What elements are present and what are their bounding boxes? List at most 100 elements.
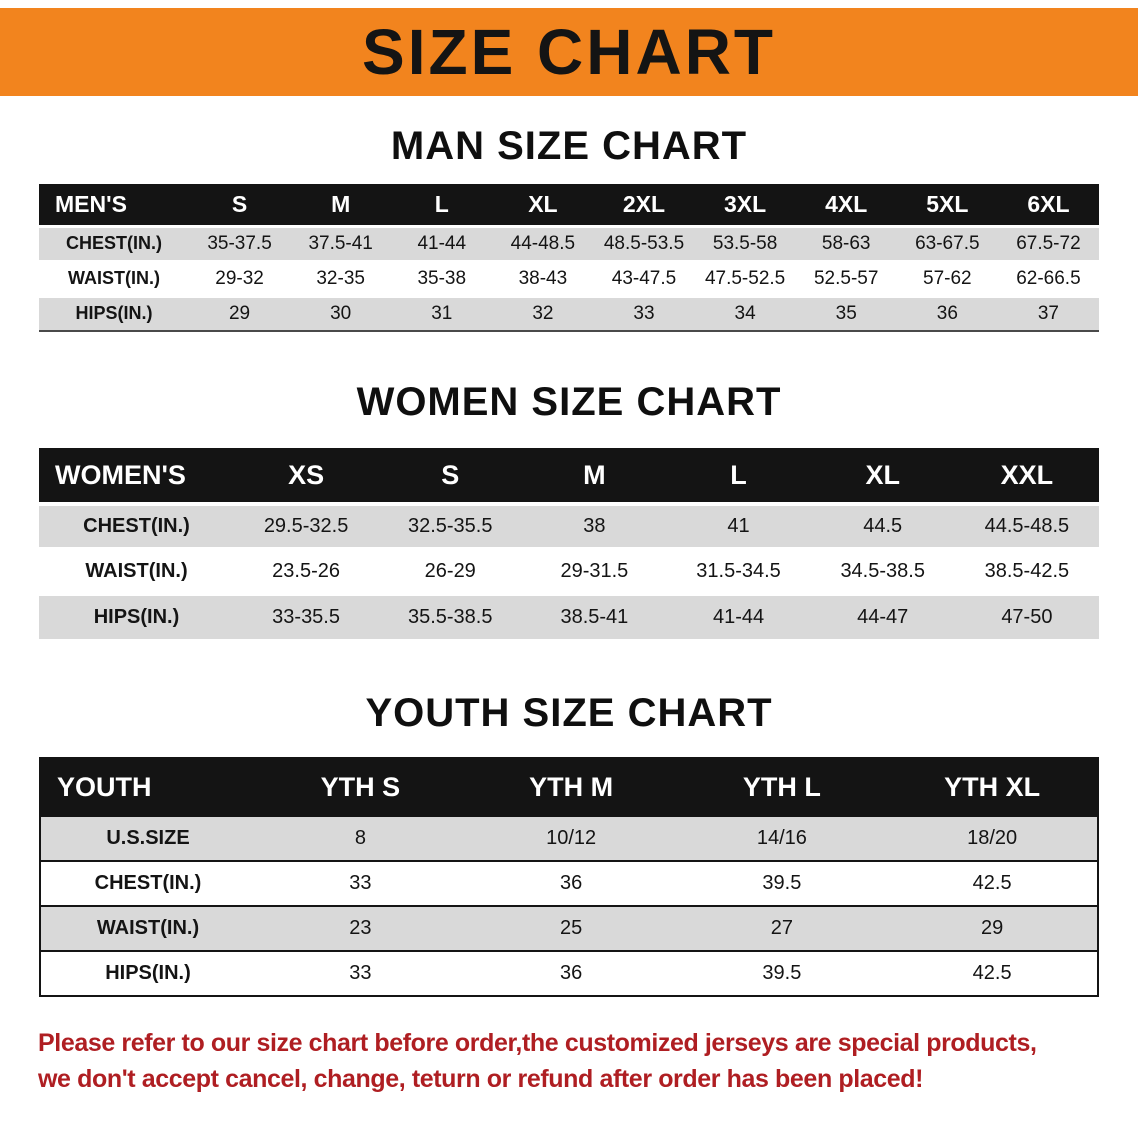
value-cell: 43-47.5 — [611, 267, 677, 289]
row-label: WAIST(IN.) — [96, 917, 200, 939]
banner: SIZE CHART — [0, 8, 1138, 96]
value-cell: 38.5-42.5 — [984, 560, 1070, 582]
size-header-cell: S — [378, 448, 523, 504]
value-cell: 48.5-53.5 — [603, 232, 685, 254]
value-cell: 29.5-32.5 — [263, 515, 349, 537]
value-cell: 26-29 — [424, 560, 476, 582]
value-cell: 33-35.5 — [272, 606, 340, 628]
size-header-cell: L — [666, 448, 811, 504]
value-cell: 41 — [727, 515, 750, 537]
table-title-cell: MEN'S — [39, 184, 189, 226]
value-cell: 47.5-52.5 — [704, 267, 786, 289]
size-header-cell: YTH L — [676, 758, 888, 816]
value-cell: 33 — [633, 302, 655, 324]
value-cell: 35.5-38.5 — [407, 606, 493, 628]
size-header-cell: L — [391, 184, 493, 226]
value-cell: 35 — [835, 302, 857, 324]
value-cell: 37.5-41 — [308, 232, 373, 254]
size-header-cell: YTH M — [465, 758, 677, 816]
table-title-cell: YOUTH — [40, 758, 255, 816]
value-cell: 41-44 — [712, 606, 765, 628]
disclaimer-line-2: we don't accept cancel, change, teturn o… — [38, 1065, 924, 1094]
measurement-row: CHEST(IN.) 29.5-32.5 32.5-35.5 38 41 44.5 44.5… — [39, 504, 1099, 549]
value-cell: 34 — [734, 302, 756, 324]
value-cell: 23 — [349, 917, 372, 939]
size-header-cell: 4XL — [795, 184, 897, 226]
disclaimer-line-1: Please refer to our size chart before or… — [38, 1029, 1037, 1057]
size-header-cell: 2XL — [593, 184, 695, 226]
youth-size-section: YOUTH SIZE CHART YOUTH YTH S YTH M YTH L YTH… — [0, 691, 1138, 997]
measurement-row: CHEST(IN.) 33 36 39.5 42.5 — [40, 861, 1098, 906]
size-chart-page: SIZE CHART MAN SIZE CHART MEN'S S M L XL 2XL 3… — [0, 8, 1138, 1098]
value-cell: 53.5-58 — [712, 232, 778, 254]
measurement-row: HIPS(IN.) 33 36 39.5 42.5 — [40, 951, 1098, 996]
table-header-row: WOMEN'S XS S M L XL XXL — [39, 448, 1099, 504]
value-cell: 34.5-38.5 — [840, 560, 925, 582]
size-header-cell: 3XL — [694, 184, 796, 226]
row-label: HIPS(IN.) — [105, 962, 191, 984]
men-section-heading: MAN SIZE CHART — [390, 124, 748, 168]
value-cell: 38.5-41 — [560, 606, 629, 628]
measurement-row: WAIST(IN.) 23 25 27 29 — [40, 906, 1098, 951]
value-cell: 42.5 — [972, 872, 1012, 894]
size-header-cell: XXL — [954, 448, 1099, 504]
value-cell: 57-62 — [923, 267, 972, 289]
size-header-cell: S — [189, 184, 291, 226]
size-header-cell: XL — [810, 448, 955, 504]
women-size-table: WOMEN'S XS S M L XL XXL CHEST(IN.) 29.5-32.5 32.5… — [39, 448, 1099, 639]
value-cell: 31 — [431, 302, 453, 324]
value-cell: 32.5-35.5 — [407, 515, 493, 537]
value-cell: 39.5 — [762, 872, 802, 894]
women-section-heading: WOMEN SIZE CHART — [356, 380, 782, 424]
value-cell: 36 — [560, 962, 583, 984]
table-header-row: YOUTH YTH S YTH M YTH L YTH XL — [40, 758, 1098, 816]
value-cell: 29 — [981, 917, 1004, 939]
value-cell: 39.5 — [762, 962, 802, 984]
value-cell: 67.5-72 — [1016, 232, 1081, 254]
row-label: U.S.SIZE — [106, 827, 190, 849]
size-header-cell: XS — [234, 448, 379, 504]
table-title-cell: WOMEN'S — [39, 448, 234, 504]
measurement-row: U.S.SIZE 8 10/12 14/16 18/20 — [40, 816, 1098, 861]
value-cell: 29 — [228, 302, 251, 324]
measurement-row: CHEST(IN.) 35-37.5 37.5-41 41-44 44-48.5 48.5… — [39, 226, 1099, 261]
value-cell: 36 — [560, 872, 583, 894]
value-cell: 35-37.5 — [207, 232, 272, 254]
disclaimer: Please refer to our size chart before or… — [38, 1025, 1102, 1098]
row-label: CHEST(IN.) — [94, 872, 202, 894]
value-cell: 29-32 — [215, 267, 264, 289]
value-cell: 44.5-48.5 — [984, 515, 1070, 537]
measurement-row: WAIST(IN.) 23.5-26 26-29 29-31.5 31.5-34.5 34… — [39, 549, 1099, 594]
value-cell: 38 — [583, 515, 606, 537]
size-header-cell: XL — [492, 184, 594, 226]
banner-title: SIZE CHART — [362, 16, 776, 88]
measurement-row: WAIST(IN.) 29-32 32-35 35-38 38-43 43-47.5 47.… — [39, 261, 1099, 296]
value-cell: 30 — [330, 302, 352, 324]
men-size-section: MAN SIZE CHART MEN'S S M L XL 2XL 3XL 4XL 5XL 6XL… — [0, 124, 1138, 332]
table-header-row: MEN'S S M L XL 2XL 3XL 4XL 5XL 6XL — [39, 184, 1099, 226]
row-label: HIPS(IN.) — [93, 606, 180, 628]
value-cell: 42.5 — [972, 962, 1012, 984]
value-cell: 29-31.5 — [560, 560, 629, 582]
value-cell: 32 — [532, 302, 554, 324]
size-header-cell: M — [290, 184, 392, 226]
value-cell: 31.5-34.5 — [696, 560, 781, 582]
row-label: WAIST(IN.) — [85, 560, 188, 582]
measurement-row: HIPS(IN.) 33-35.5 35.5-38.5 38.5-41 41-44 44-… — [39, 594, 1099, 639]
value-cell: 52.5-57 — [813, 267, 879, 289]
size-header-cell: YTH S — [255, 758, 466, 816]
value-cell: 27 — [770, 917, 793, 939]
row-label: CHEST(IN.) — [66, 233, 162, 253]
value-cell: 63-67.5 — [915, 232, 980, 254]
value-cell: 35-38 — [417, 267, 467, 289]
measurement-row: HIPS(IN.) 29 30 31 32 33 34 35 36 37 — [39, 296, 1099, 331]
value-cell: 18/20 — [967, 827, 1018, 849]
size-header-cell: YTH XL — [887, 758, 1098, 816]
value-cell: 37 — [1037, 302, 1059, 324]
value-cell: 44-47 — [857, 606, 909, 628]
men-size-table: MEN'S S M L XL 2XL 3XL 4XL 5XL 6XL CHEST(IN.) 35-37… — [39, 184, 1099, 332]
women-size-section: WOMEN SIZE CHART WOMEN'S XS S M L XL XXL CHEST(… — [0, 380, 1138, 639]
value-cell: 33 — [349, 962, 372, 984]
value-cell: 23.5-26 — [272, 560, 340, 582]
value-cell: 62-66.5 — [1016, 267, 1081, 289]
